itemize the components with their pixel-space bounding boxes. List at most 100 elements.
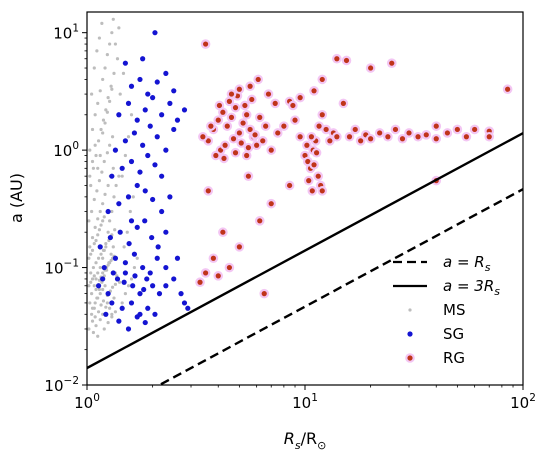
data-point-sg: [152, 162, 158, 168]
data-point-ms: [106, 230, 110, 234]
data-point-ms: [93, 113, 97, 117]
data-point-sg: [137, 291, 143, 297]
data-point-rg: [220, 229, 226, 235]
data-point-rg: [226, 264, 233, 271]
x-tick-label: 102: [510, 392, 536, 412]
data-point-rg: [352, 126, 358, 133]
data-point-ms: [87, 284, 91, 288]
data-point-ms: [101, 77, 105, 82]
data-point-ms: [99, 223, 103, 227]
data-point-rg: [334, 134, 340, 140]
data-point-ms: [99, 303, 103, 307]
data-point-rg: [242, 102, 248, 109]
data-point-ms: [135, 256, 139, 260]
data-point-rg: [249, 96, 255, 103]
data-point-rg: [236, 244, 242, 250]
data-point-rg: [240, 120, 246, 126]
data-point-sg: [121, 279, 127, 285]
data-point-ms: [117, 280, 122, 284]
data-point-ms: [94, 261, 98, 265]
data-point-sg: [122, 260, 128, 266]
data-point-sg: [155, 244, 161, 250]
data-point-rg: [236, 130, 242, 136]
data-point-rg: [433, 136, 439, 142]
data-point-ms: [106, 263, 110, 267]
data-point-sg: [131, 251, 138, 257]
y-tick-label: 101: [53, 23, 79, 43]
data-point-rg: [309, 188, 315, 194]
data-point-rg: [224, 123, 230, 129]
data-point-rg: [313, 150, 320, 156]
data-point-ms: [96, 296, 100, 300]
data-point-sg: [159, 173, 165, 179]
data-point-ms: [90, 292, 94, 296]
data-point-sg: [150, 196, 156, 203]
data-point-sg: [147, 270, 153, 276]
data-point-sg: [140, 56, 146, 62]
data-point-ms: [104, 108, 108, 112]
data-point-sg: [144, 276, 150, 282]
data-point-rg: [399, 136, 406, 142]
data-point-ms: [108, 306, 112, 310]
data-point-sg: [116, 112, 122, 118]
data-point-ms: [91, 265, 96, 270]
data-point-ms: [101, 256, 105, 260]
data-point-ms: [90, 127, 95, 132]
data-point-rg: [257, 218, 263, 224]
data-point-rg: [377, 130, 383, 136]
data-point-rg: [238, 140, 244, 146]
data-point-sg: [125, 100, 132, 106]
data-point-ms: [98, 265, 102, 270]
data-point-rg: [263, 123, 269, 129]
series-ms: [87, 17, 139, 338]
data-point-sg: [122, 138, 128, 144]
data-point-rg: [244, 152, 250, 159]
data-point-ms: [99, 252, 103, 256]
data-point-rg: [205, 188, 211, 194]
data-point-sg: [112, 147, 119, 153]
data-point-rg: [472, 126, 478, 133]
data-point-ms: [90, 319, 95, 323]
data-point-rg: [308, 134, 315, 140]
data-point-rg: [205, 138, 211, 144]
data-point-sg: [105, 208, 111, 215]
data-point-sg: [140, 264, 146, 271]
data-point-sg: [171, 276, 177, 282]
data-point-rg: [392, 126, 399, 133]
data-point-sg: [100, 276, 106, 282]
data-point-sg: [134, 224, 140, 230]
y-tick-label: 100: [53, 140, 79, 160]
data-point-ms: [103, 284, 107, 288]
data-point-rg: [389, 60, 395, 66]
data-point-rg: [281, 123, 287, 129]
data-point-ms: [98, 318, 102, 322]
data-point-rg: [257, 114, 263, 120]
data-point-sg: [109, 173, 115, 179]
data-point-rg: [226, 98, 233, 104]
data-point-ms: [120, 174, 124, 178]
data-point-ms: [98, 153, 102, 158]
data-point-rg: [232, 105, 239, 111]
data-point-rg: [423, 132, 429, 138]
data-point-ms: [94, 324, 98, 328]
data-point-ms: [121, 71, 126, 76]
data-point-sg: [163, 283, 169, 289]
data-point-ms: [97, 287, 102, 292]
data-point-ms: [113, 282, 118, 286]
data-point-ms: [96, 217, 100, 221]
data-point-sg: [174, 255, 181, 261]
data-point-ms: [90, 277, 95, 281]
data-point-ms: [108, 143, 112, 147]
data-point-sg: [185, 305, 191, 311]
data-point-ms: [90, 209, 94, 214]
data-point-rg: [261, 291, 267, 297]
data-point-ms: [110, 135, 115, 139]
data-point-ms: [89, 183, 93, 188]
data-point-sg: [132, 273, 138, 279]
data-point-sg: [140, 142, 146, 148]
data-point-ms: [108, 261, 112, 265]
data-point-rg: [406, 130, 412, 136]
data-point-ms: [104, 241, 108, 246]
data-point-ms: [109, 84, 113, 88]
data-point-ms: [102, 327, 106, 331]
